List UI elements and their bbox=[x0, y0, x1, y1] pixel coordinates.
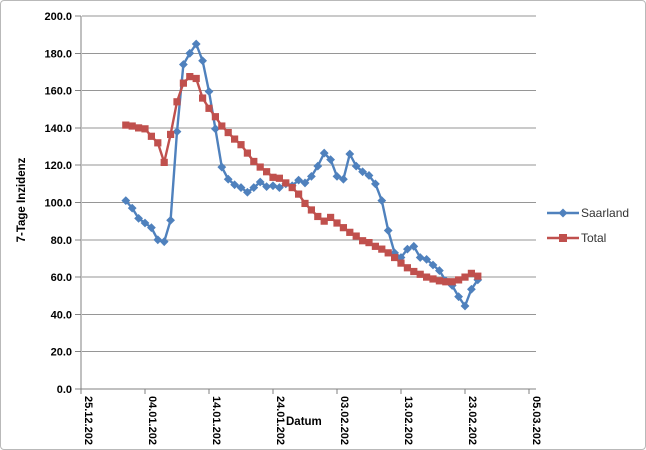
svg-text:14.01.202: 14.01.202 bbox=[210, 396, 222, 445]
x-axis-title: Datum bbox=[286, 416, 322, 428]
svg-text:03.02.202: 03.02.202 bbox=[338, 396, 350, 445]
svg-text:24.01.202: 24.01.202 bbox=[274, 396, 286, 445]
legend-label-saarland: Saarland bbox=[581, 206, 630, 220]
svg-text:20.0: 20.0 bbox=[51, 347, 72, 359]
svg-text:120.0: 120.0 bbox=[44, 160, 72, 172]
svg-text:160.0: 160.0 bbox=[44, 86, 72, 98]
svg-text:100.0: 100.0 bbox=[44, 198, 72, 210]
svg-text:13.02.202: 13.02.202 bbox=[402, 396, 414, 445]
legend-label-total: Total bbox=[581, 231, 607, 245]
series-total bbox=[122, 73, 482, 286]
svg-text:80.0: 80.0 bbox=[51, 235, 72, 247]
svg-text:60.0: 60.0 bbox=[51, 272, 72, 284]
svg-text:23.02.202: 23.02.202 bbox=[466, 396, 478, 445]
svg-text:40.0: 40.0 bbox=[51, 309, 72, 321]
saarland-line-marker-icon bbox=[547, 208, 579, 218]
series-saarland bbox=[121, 39, 483, 311]
svg-text:04.01.202: 04.01.202 bbox=[146, 396, 158, 445]
svg-text:200.0: 200.0 bbox=[44, 11, 72, 23]
y-axis: 0.0 20.0 40.0 60.0 80.0 100.0 120.0 140.0 160.0 1… bbox=[44, 11, 82, 396]
legend-item-saarland: Saarland bbox=[546, 206, 629, 220]
legend: Saarland Total bbox=[546, 206, 629, 256]
svg-text:180.0: 180.0 bbox=[44, 48, 72, 60]
svg-text:05.03.202: 05.03.202 bbox=[530, 396, 542, 445]
total-line-marker-icon bbox=[547, 234, 579, 242]
svg-text:0.0: 0.0 bbox=[57, 384, 72, 396]
legend-item-total: Total bbox=[546, 231, 629, 245]
svg-text:25.12.202: 25.12.202 bbox=[82, 396, 94, 445]
y-axis-title: 7-Tage Inzidenz bbox=[16, 157, 28, 243]
x-axis: 25.12.202 04.01.202 14.01.202 24.01.202 03.0… bbox=[75, 388, 542, 445]
svg-text:140.0: 140.0 bbox=[44, 123, 72, 135]
